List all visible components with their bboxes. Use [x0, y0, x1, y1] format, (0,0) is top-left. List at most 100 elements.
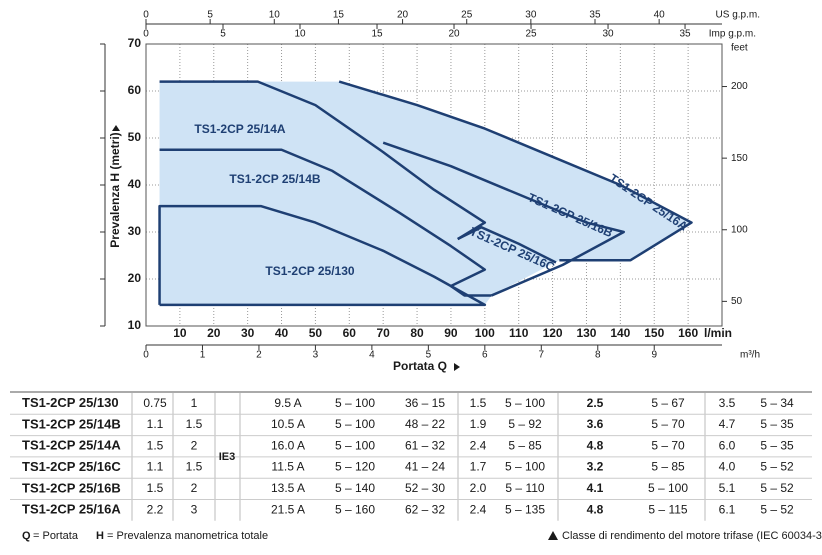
axis-tick-label: 25	[461, 10, 473, 21]
table-cell: 52 – 30	[405, 481, 445, 495]
table-cell: 5 – 100	[335, 396, 375, 410]
table-cell: 1	[191, 396, 198, 410]
table-cell: 41 – 24	[405, 460, 445, 474]
pump-curve	[457, 226, 557, 264]
pump-curve	[338, 80, 693, 262]
table-cell: 5 – 52	[760, 460, 794, 474]
y-tick-label: 40	[128, 177, 142, 191]
table-cell: 2.2	[147, 502, 164, 516]
table-cell: 5 – 100	[505, 396, 545, 410]
axis-tick-label: 5	[426, 350, 432, 361]
table-cell: 5 – 67	[651, 396, 685, 410]
footer-h-text: = Prevalenza manometrica totale	[107, 530, 268, 542]
y-axis-label: Prevalenza H (metri)	[108, 132, 122, 247]
table-cell: 13.5 A	[271, 481, 305, 495]
axis-tick-label: 25	[525, 29, 537, 40]
table-cell: 62 – 32	[405, 502, 445, 516]
x-tick-label: 40	[275, 326, 289, 340]
table-cell: 3	[191, 502, 198, 516]
x-tick-label: 140	[610, 326, 630, 340]
table-cell: 1.5	[186, 417, 203, 431]
axis-tick-label: 200	[731, 81, 748, 92]
table-cell: 3.2	[587, 460, 604, 474]
table-cell: 4.1	[587, 481, 604, 495]
table-cell: 5 – 110	[505, 481, 544, 495]
x-axis-label: Portata Q	[393, 359, 447, 373]
table-cell: 4.8	[587, 438, 604, 452]
table-cell: 1.5	[147, 438, 164, 452]
table-cell: 5 – 35	[760, 417, 794, 431]
x-tick-label: 60	[343, 326, 357, 340]
table-cell: 5 – 115	[648, 502, 687, 516]
axis-tick-label: 9	[651, 350, 657, 361]
axis-unit: feet	[731, 43, 748, 54]
axis-tick-label: 50	[731, 296, 743, 307]
axis-tick-label: 100	[731, 224, 748, 235]
y-tick-label: 10	[128, 318, 142, 332]
x-tick-label: 160	[678, 326, 698, 340]
footer-h: H	[96, 530, 104, 542]
table-cell: 5 – 160	[335, 502, 375, 516]
table-cell: 1.9	[470, 417, 487, 431]
pump-curve	[382, 141, 625, 297]
table-cell: TS1-2CP 25/130	[22, 395, 119, 410]
axis-unit: Imp g.p.m.	[709, 29, 756, 40]
table-cell: 2	[191, 438, 198, 452]
table-cell: 5 – 92	[508, 417, 542, 431]
table-cell: 10.5 A	[271, 417, 305, 431]
axis-tick-label: 5	[207, 10, 213, 21]
table-cell: 2	[191, 481, 198, 495]
x-tick-label: 110	[509, 326, 529, 340]
axis-tick-label: 8	[595, 350, 601, 361]
axis-tick-label: 2	[256, 350, 262, 361]
axis-tick-label: 20	[448, 29, 460, 40]
table-cell: 1.1	[147, 417, 164, 431]
curve-label: TS1-2CP 25/14A	[194, 122, 285, 136]
x-tick-label: 70	[376, 326, 390, 340]
table-cell: 48 – 22	[405, 417, 445, 431]
axis-tick-label: 150	[731, 153, 748, 164]
x-tick-label: 10	[173, 326, 187, 340]
table-cell: 5 – 85	[508, 438, 542, 452]
x-tick-label: 30	[241, 326, 255, 340]
axis-tick-label: 15	[333, 10, 345, 21]
table-cell: 2.5	[587, 396, 604, 410]
note-triangle	[548, 531, 558, 540]
axis-tick-label: 1	[200, 350, 206, 361]
table-cell: TS1-2CP 25/14A	[22, 438, 121, 453]
axis-tick-label: 40	[654, 10, 666, 21]
pump-curve	[158, 204, 487, 307]
y-tick-label: 60	[128, 83, 142, 97]
pump-curve	[159, 148, 492, 297]
table-cell: 5 – 52	[760, 481, 794, 495]
table-cell: TS1-2CP 25/16B	[22, 480, 121, 495]
axis-tick-label: 35	[589, 10, 601, 21]
x-tick-label: 50	[309, 326, 323, 340]
table-cell: 1.5	[470, 396, 487, 410]
axis-arrow	[112, 125, 120, 131]
curve-label: TS1-2CP 25/130	[265, 264, 354, 278]
table-cell: 0.75	[143, 396, 167, 410]
table-cell: 5 – 52	[760, 502, 794, 516]
table-cell: 5.1	[719, 481, 736, 495]
x-unit: l/min	[704, 326, 732, 340]
y-tick-label: 50	[128, 130, 142, 144]
table-cell: 2.4	[470, 502, 487, 516]
table-cell: 3.6	[587, 417, 604, 431]
axis-unit: US g.p.m.	[716, 10, 760, 21]
table-cell: 1.1	[147, 460, 164, 474]
axis-tick-label: 10	[269, 10, 281, 21]
axis-tick-label: 4	[369, 350, 375, 361]
table-cell: 1.7	[470, 460, 487, 474]
axis-tick-label: 5	[220, 29, 226, 40]
x-tick-label: 120	[543, 326, 563, 340]
table-cell: 1.5	[147, 481, 164, 495]
table-cell: 5 – 135	[505, 502, 545, 516]
y-tick-label: 20	[128, 271, 142, 285]
table-cell: 6.1	[719, 502, 736, 516]
table-cell: 21.5 A	[271, 502, 305, 516]
table-cell: 5 – 70	[651, 438, 685, 452]
table-cell: TS1-2CP 25/16A	[22, 502, 121, 517]
footer-note: Classe di rendimento del motore trifase …	[562, 530, 822, 542]
